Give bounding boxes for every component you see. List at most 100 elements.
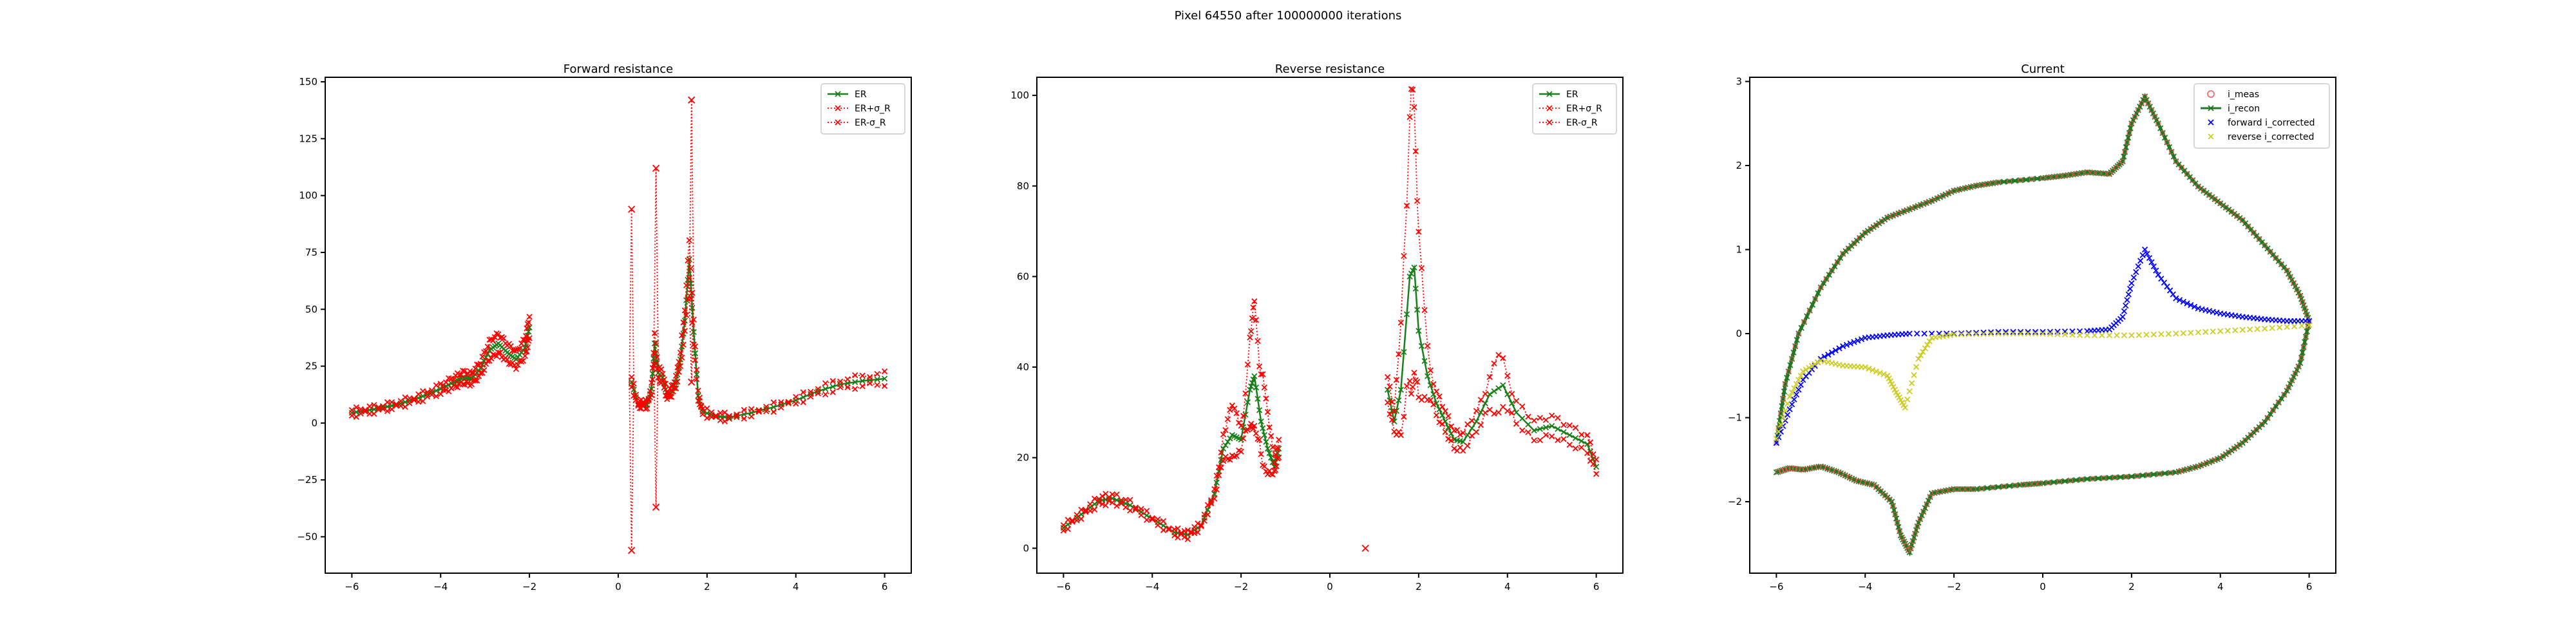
er-minus-sigma-point <box>1445 435 1452 442</box>
er-minus-sigma-point <box>1198 523 1204 529</box>
x-tick-label: 0 <box>1327 581 1333 592</box>
er-minus-sigma-point <box>1218 464 1224 471</box>
er-minus-sigma-point <box>1593 471 1600 477</box>
i-meas-point <box>1973 183 1979 189</box>
er-plus-sigma-point <box>1109 491 1115 498</box>
forward-resistance-title: Forward resistance <box>564 62 673 76</box>
reverse-i-corrected-point <box>1786 393 1793 400</box>
er-minus-sigma-point <box>1160 527 1167 533</box>
reverse-i-corrected-point <box>2180 330 2186 337</box>
i-recon-point <box>2128 473 2135 480</box>
er-plus-sigma-point <box>420 388 426 395</box>
i-recon-point <box>2302 308 2309 315</box>
er-minus-sigma-point <box>1531 437 1537 444</box>
x-tick-label: 2 <box>704 581 710 592</box>
er-minus-sigma-point <box>1091 506 1098 513</box>
forward-resistance-chart: Forward resistance −6 −4 −2 0 2 4 6 −50 −25 0 25 50… <box>297 62 912 592</box>
er-minus-sigma-point <box>353 413 359 420</box>
er-plus-sigma-point <box>1258 371 1264 377</box>
er-minus-sigma-point <box>1208 500 1215 507</box>
reverse-i-corrected-point <box>2025 330 2031 337</box>
er-minus-sigma-point <box>454 384 461 391</box>
i-meas-point <box>1873 484 1879 490</box>
forward-i-corrected-point <box>2054 328 2061 335</box>
reverse-i-corrected-point <box>1795 377 1802 383</box>
forward-i-corrected-point <box>2166 287 2174 294</box>
er-minus-sigma-point <box>479 370 486 376</box>
er-minus-sigma-point <box>509 359 516 366</box>
forward-i-corrected-point <box>1995 328 2002 336</box>
er-plus-sigma-point <box>1127 497 1133 503</box>
i-meas-point <box>2306 318 2312 324</box>
plot-frame <box>325 77 912 574</box>
er-plus-sigma-point <box>713 412 719 419</box>
er-minus-sigma-point <box>837 384 844 390</box>
reverse-i-corrected-point <box>1808 363 1815 369</box>
er-minus-sigma-point <box>721 418 728 425</box>
reverse-i-corrected-point <box>2076 332 2083 338</box>
reverse-i-corrected-point <box>2002 330 2009 337</box>
i-meas-point <box>2045 175 2051 180</box>
er-minus-sigma-point <box>1195 529 1201 536</box>
er-plus-sigma-point <box>507 343 514 350</box>
er-minus-sigma-point <box>526 335 533 341</box>
reverse-i-corrected-point <box>1877 370 1883 376</box>
legend-label: forward i_corrected <box>2228 118 2315 128</box>
er-point <box>1388 408 1396 414</box>
er-minus-sigma-point <box>357 410 364 417</box>
forward-i-corrected-point <box>2150 263 2157 270</box>
er-minus-sigma-point <box>829 389 836 395</box>
er-minus-sigma-point <box>1204 511 1211 518</box>
er-plus-sigma-point <box>1249 315 1255 321</box>
er-point <box>1393 408 1400 414</box>
er-plus-sigma-point <box>696 394 703 401</box>
er-minus-sigma-point <box>465 379 471 386</box>
reverse-i-corrected-point <box>1980 330 1987 337</box>
i-meas-point <box>2228 209 2235 214</box>
er-minus-sigma-point <box>680 341 687 348</box>
er-plus-sigma-point <box>1433 388 1440 395</box>
er-plus-sigma-point <box>1255 337 1261 345</box>
i-recon-point <box>1826 272 1832 278</box>
er-minus-sigma-point <box>1361 544 1369 552</box>
i-meas-point <box>1840 251 1846 257</box>
i-meas-point <box>1937 489 1943 495</box>
er-plus-sigma-point <box>1155 516 1161 522</box>
er-minus-sigma-point <box>639 402 646 408</box>
er-point <box>1406 273 1413 280</box>
forward-i-corrected-point <box>2137 258 2144 264</box>
i-recon-point <box>2287 381 2293 387</box>
er-minus-sigma-point <box>649 392 655 399</box>
er-minus-sigma-line <box>1063 422 1280 540</box>
er-point <box>484 350 491 357</box>
forward-i-corrected-point <box>2125 291 2132 298</box>
er-minus-sigma-point <box>513 366 520 372</box>
i-recon-point <box>2139 472 2146 478</box>
er-minus-sigma-point <box>474 377 480 384</box>
er-minus-sigma-point <box>1109 499 1115 506</box>
i-recon-point <box>2146 104 2153 110</box>
er-minus-sigma-point <box>1509 410 1515 416</box>
er-plus-sigma-point <box>1393 377 1400 383</box>
er-minus-sigma-point <box>1549 433 1555 440</box>
reverse-i-corrected-point <box>1886 375 1892 382</box>
er-minus-sigma-point <box>1396 429 1402 435</box>
er-minus-sigma-point <box>717 417 724 424</box>
i-meas-point <box>2198 462 2204 468</box>
er-plus-sigma-point <box>1251 298 1258 305</box>
forward-i-corrected-point <box>2135 263 2141 270</box>
er-minus-sigma-point <box>1087 507 1094 514</box>
er-minus-sigma-point <box>433 393 439 399</box>
i-meas-point <box>1946 191 1951 196</box>
er-minus-sigma-point <box>659 378 666 384</box>
er-plus-sigma-point <box>778 399 784 406</box>
er-point <box>1268 455 1274 461</box>
er-plus-sigma-point <box>1227 406 1233 413</box>
er-point <box>1482 400 1488 406</box>
er-minus-sigma-point <box>1560 436 1567 442</box>
er-plus-sigma-point <box>1454 426 1461 433</box>
er-minus-sigma-point <box>1184 536 1191 542</box>
i-meas-point <box>1929 198 1935 204</box>
i-meas-point <box>2201 188 2206 194</box>
er-minus-sigma-point <box>424 393 431 400</box>
